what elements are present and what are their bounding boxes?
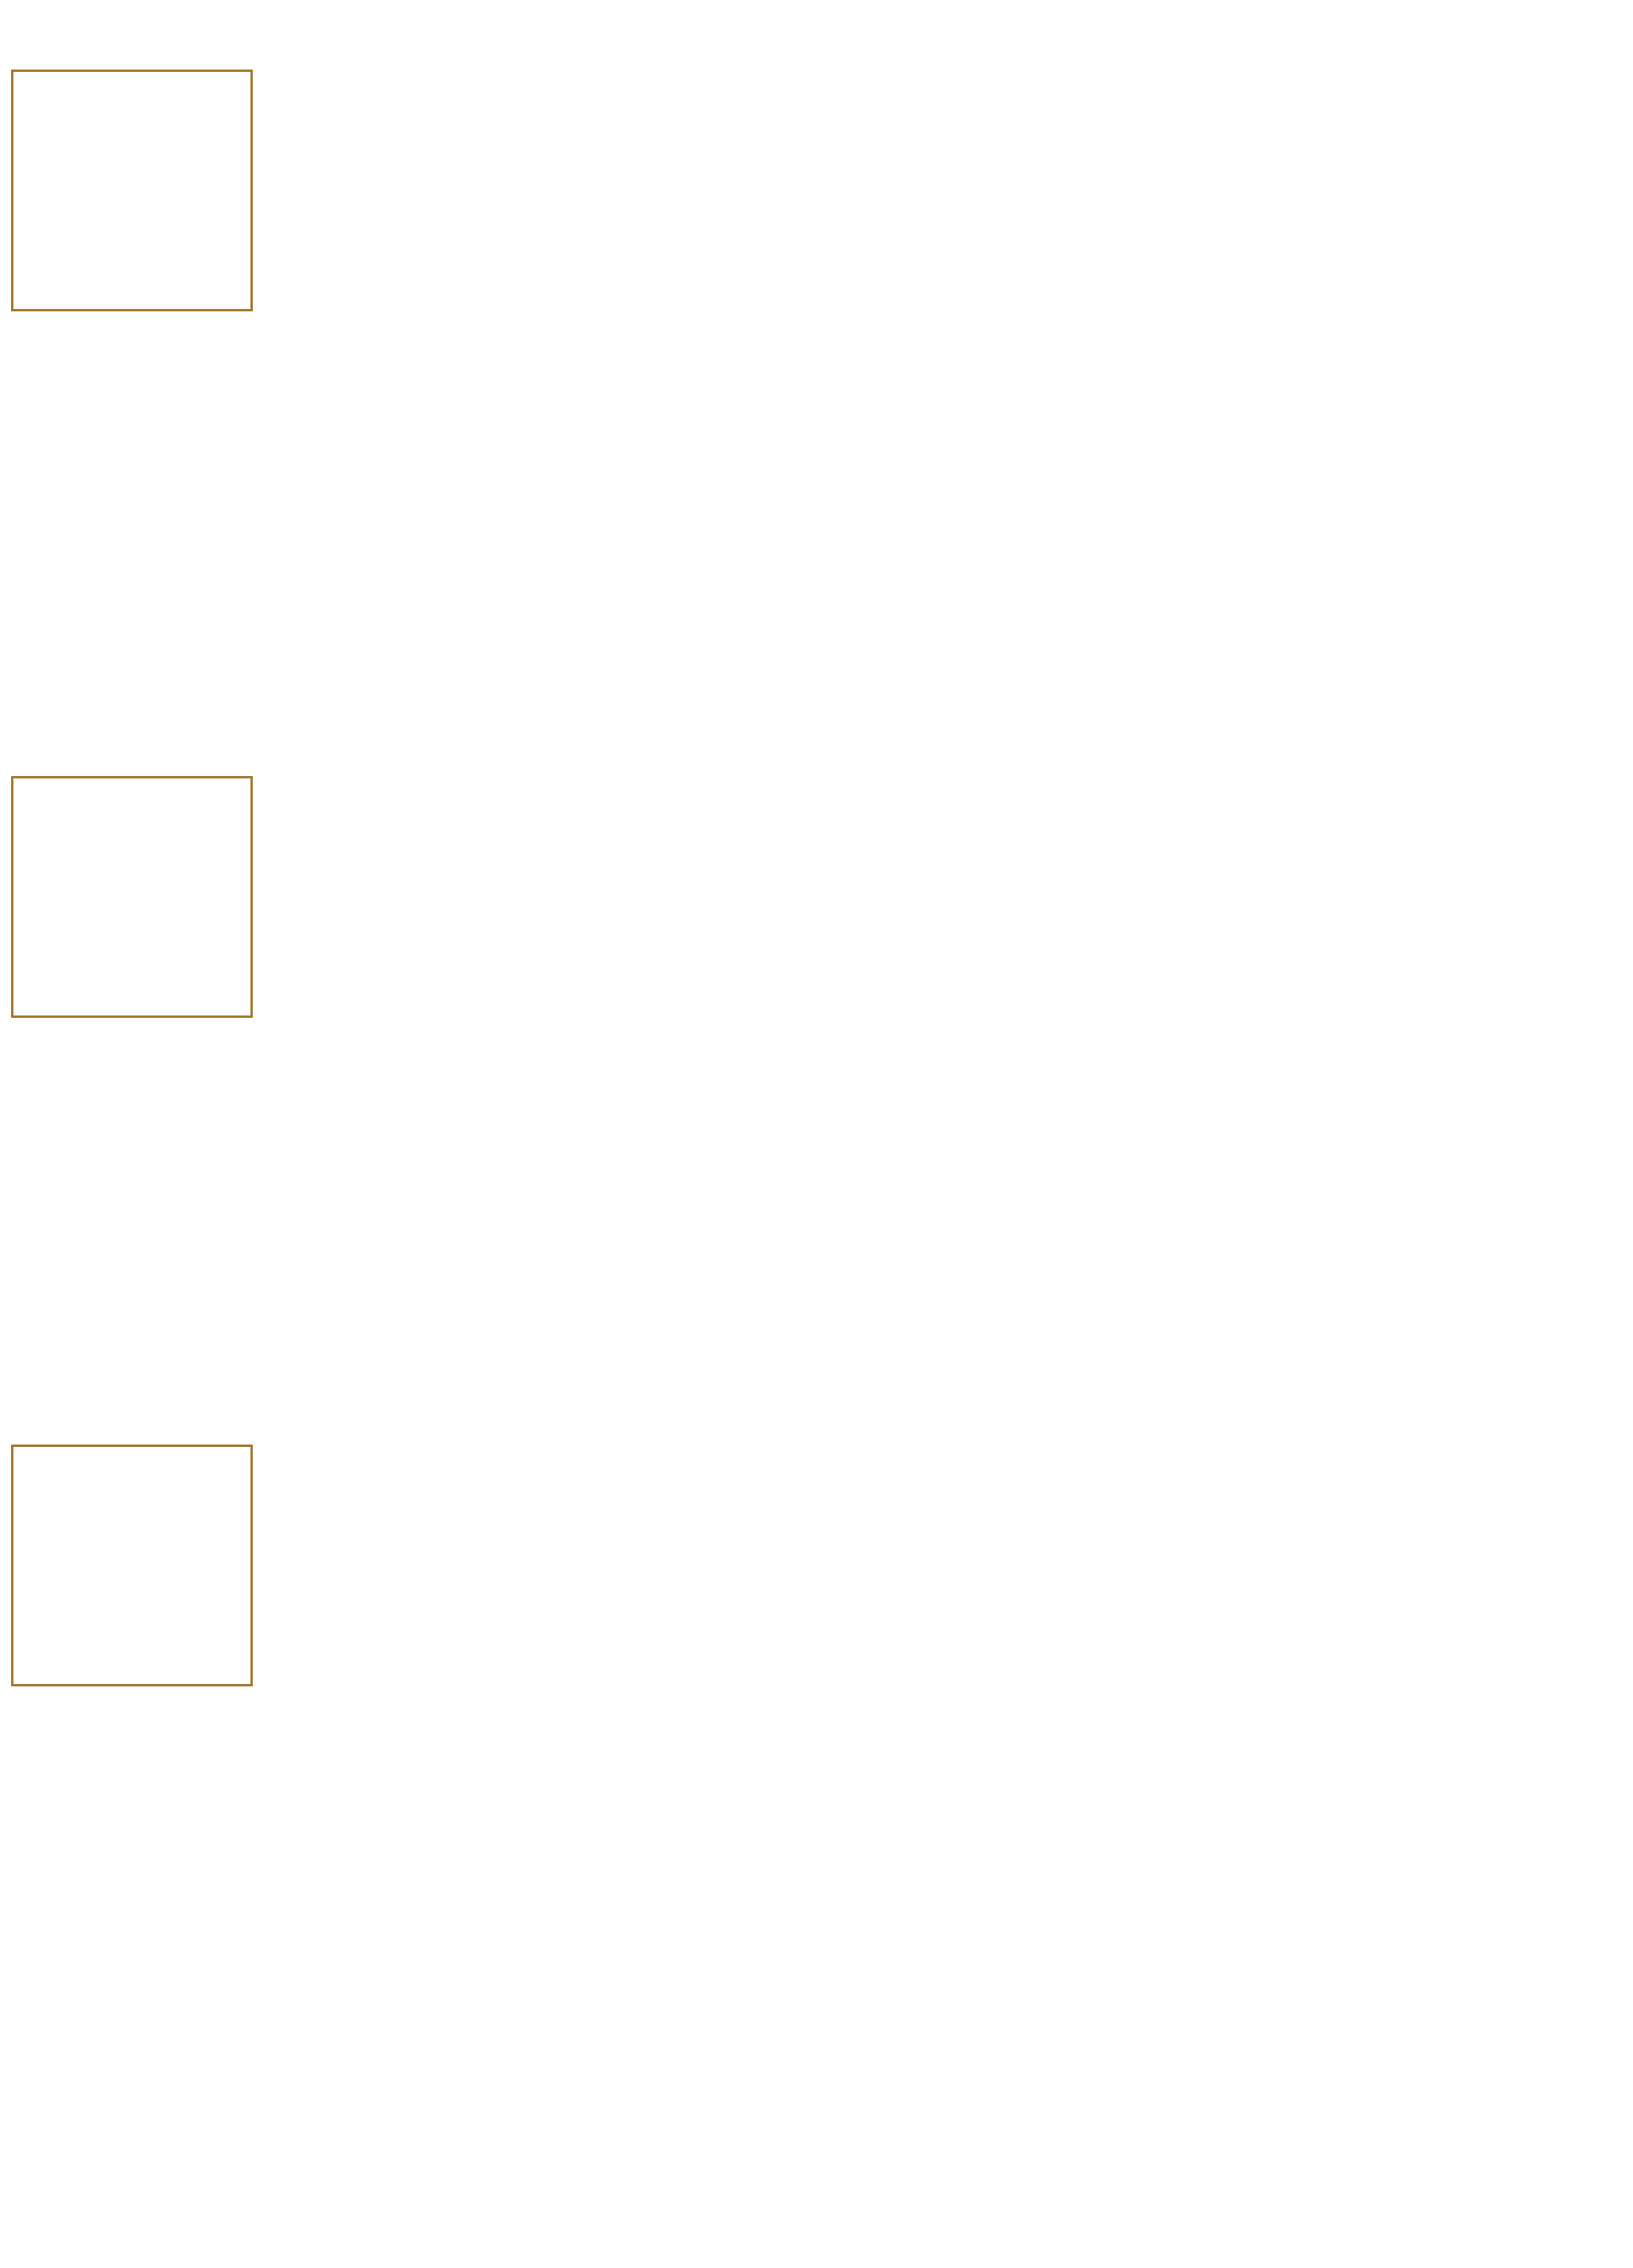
florida-bias-chart [345, 1685, 582, 1803]
hawaii-so2-plume-map [13, 72, 250, 309]
florida-map [11, 1445, 253, 1686]
hawaii-map [11, 70, 253, 311]
hawaii-bias-chart [345, 315, 582, 433]
florida-concentration-chart [345, 1389, 582, 1508]
virgin-island-concentration-chart [345, 711, 582, 830]
virgin-island-bias-chart [345, 1015, 582, 1133]
florida-so2-plume-map [13, 1447, 250, 1684]
hawaii-concentration-chart [345, 5, 582, 123]
florida-so2-conversion-rate-chart [345, 1979, 582, 2097]
virgin-island-so2-plume-map [13, 778, 250, 1015]
virgin-island-map [11, 776, 253, 1018]
